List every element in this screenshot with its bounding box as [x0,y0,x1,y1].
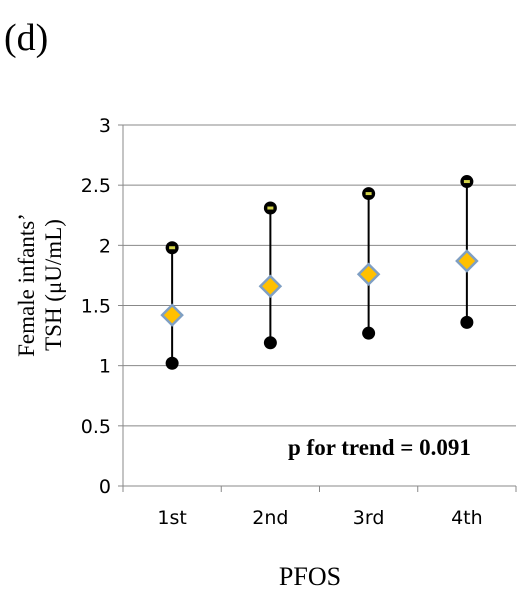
y-tick-label: 0.5 [81,416,111,438]
y-tick-label: 3 [99,115,111,137]
ci-upper-highlight [463,180,470,184]
point-estimate-diamond [356,262,381,286]
axes [118,124,517,492]
y-tick-label: 2.5 [81,175,111,197]
x-tick-labels: 1st 2nd 3rd 4th [157,507,482,529]
ci-upper-highlight [267,206,274,210]
data-marks [160,175,479,370]
x-axis-label: PFOS [279,562,341,591]
gridlines [123,124,516,427]
y-tick-label: 2 [99,235,111,257]
ci-upper-highlight [365,192,372,196]
y-axis-label-line1: Female infants’ [14,213,39,357]
ci-upper-highlight [169,246,176,250]
point-estimate-diamond [160,303,184,327]
x-tick-label: 2nd [252,507,288,529]
trend-annotation: p for trend = 0.091 [288,435,471,460]
y-tick-label: 1.5 [81,296,111,318]
y-tick-label: 1 [99,356,111,378]
point-estimate-diamond [258,274,283,299]
y-tick-label: 0 [99,476,111,498]
y-tick-labels: 0 0.5 1 1.5 2 2.5 3 [81,115,111,498]
ci-lower-point [460,315,474,329]
panel-label: (d) [4,17,48,59]
x-tick-label: 4th [451,507,483,529]
x-tick-label: 3rd [353,507,385,529]
ci-lower-point [362,326,376,340]
ci-lower-point [165,356,179,370]
x-tick-label: 1st [157,507,186,529]
ci-lower-point [263,336,277,350]
y-axis-label-line2: TSH (μU/mL) [41,219,66,351]
point-estimate-diamond [455,249,479,273]
